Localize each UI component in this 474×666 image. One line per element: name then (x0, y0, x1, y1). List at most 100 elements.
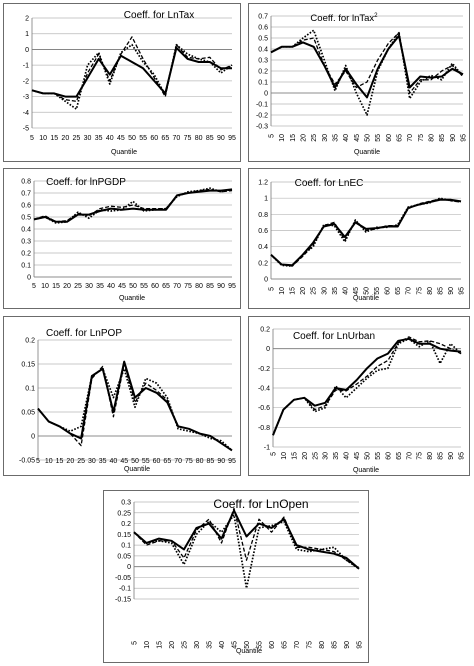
x-tick-label: 15 (291, 452, 298, 460)
series-line-solid (272, 337, 462, 436)
x-tick-label: 55 (374, 287, 381, 295)
series-line-dot (272, 337, 462, 436)
chart-title-text: Coeff. for LnTax (124, 10, 194, 21)
y-tick-label: 0.2 (258, 260, 268, 267)
y-tick-label: 0.8 (21, 179, 31, 186)
y-tick-label: 2 (25, 16, 29, 23)
x-tick-label: 85 (332, 641, 339, 649)
x-tick-label: 75 (418, 134, 425, 142)
x-tick-label: 80 (427, 452, 434, 460)
y-tick-label: 0.4 (258, 244, 268, 251)
x-tick-label: 15 (157, 641, 164, 649)
x-tick-label: 90 (217, 135, 225, 142)
x-tick-label: 90 (450, 134, 457, 142)
x-tick-label: 60 (385, 452, 392, 460)
y-tick-label: 0.4 (21, 227, 31, 234)
x-tick-label: 65 (162, 283, 170, 290)
x-tick-label: 20 (301, 134, 308, 142)
y-tick-label: 0.3 (21, 239, 31, 246)
x-tick-label: 50 (365, 134, 372, 142)
x-tick-label: 35 (333, 134, 340, 142)
x-tick-label: 70 (294, 641, 301, 649)
x-tick-label: 90 (344, 641, 351, 649)
x-tick-label: 50 (131, 458, 139, 465)
series-line-solid (31, 46, 232, 98)
y-tick-label: -4 (23, 110, 29, 117)
x-tick-label: 90 (217, 283, 225, 290)
x-tick-label: 75 (184, 135, 192, 142)
lntax-chart-svg: 210-1-2-3-4-55 10 15 20 25 30 35 40 45 50 55 60 65 70… (23, 10, 236, 156)
x-tick-label: 55 (139, 135, 147, 142)
series-line-solid (37, 360, 233, 452)
x-tick-label: 10 (41, 283, 49, 290)
x-tick-label: 10 (39, 135, 47, 142)
y-tick-label: 0.15 (21, 362, 35, 369)
y-tick-label: -0.8 (258, 425, 270, 432)
x-tick-label: 60 (269, 641, 276, 649)
y-tick-label: 0.2 (260, 327, 270, 334)
x-tick-label: 65 (397, 134, 404, 142)
y-tick-label: 0 (31, 434, 35, 441)
lnurban-chart-svg: 0.2 0 -0.2 -0.4 -0.6 -0.8 -15 10 15 20 25 30 35 40 45 5… (258, 327, 466, 475)
x-tick-label: 85 (439, 134, 446, 142)
x-tick-label: 30 (84, 135, 92, 142)
y-tick-label: 0 (25, 47, 29, 54)
y-tick-label: 0.25 (117, 510, 131, 517)
x-tick-label: 30 (85, 283, 93, 290)
x-tick-label: 95 (459, 287, 466, 295)
series-line-dot (31, 43, 233, 110)
y-tick-label: 0.2 (258, 69, 268, 76)
y-tick-label: 1 (25, 31, 29, 38)
x-tick-label: 25 (182, 641, 189, 649)
y-tick-label: 0.15 (117, 532, 131, 539)
x-tick-label: 65 (396, 452, 403, 460)
y-tick-label: 0.1 (21, 263, 31, 270)
x-tick-label: 10 (279, 287, 286, 295)
x-tick-label: 85 (207, 458, 215, 465)
chart-title: Coeff. for LnEC (295, 178, 364, 189)
x-tick-label: 15 (290, 287, 297, 295)
x-tick-label: 70 (173, 135, 181, 142)
chart-panel-lntax-squared: 0.7 0.6 0.5 0.4 0.3 0.2 0.1 0 -0.1 -0.2 -0.3 5 10 15 2… (248, 3, 470, 162)
y-tick-label: 0 (266, 346, 270, 353)
x-tick-label: 10 (279, 134, 286, 142)
x-tick-label: 15 (52, 283, 60, 290)
x-tick-label: 95 (228, 458, 236, 465)
x-tick-label: 60 (151, 283, 159, 290)
x-tick-label: 40 (106, 135, 114, 142)
x-axis-label: Quantile (119, 295, 145, 302)
y-tick-label: 0 (27, 275, 31, 282)
chart-title-text: Coeff. for LnEC (295, 178, 364, 189)
x-tick-label: 45 (232, 641, 239, 649)
x-tick-label: 35 (99, 458, 107, 465)
y-tick-label: -0.1 (119, 586, 131, 593)
x-axis-label: Quantile (353, 467, 379, 474)
y-tick-label: -1 (264, 445, 270, 452)
y-tick-label: 0.2 (21, 251, 31, 258)
x-tick-label: 90 (448, 287, 455, 295)
x-tick-label: 80 (195, 283, 203, 290)
x-tick-label: 5 (32, 283, 36, 290)
x-tick-label: 55 (257, 641, 264, 649)
series-line-dash (270, 198, 462, 267)
x-tick-label: 55 (375, 452, 382, 460)
y-tick-label: -0.2 (258, 366, 270, 373)
x-tick-label: 95 (459, 452, 466, 460)
y-tick-label: -0.05 (19, 458, 35, 465)
x-tick-label: 80 (427, 287, 434, 295)
chart-title: Coeff. for LnTax (124, 10, 194, 21)
y-tick-label: 0.7 (21, 191, 31, 198)
x-tick-label: 35 (95, 135, 103, 142)
chart-title-text: Coeff. for LnOpen (213, 497, 308, 511)
y-tick-label: -1 (23, 63, 29, 70)
x-axis-label: Quantile (236, 648, 262, 655)
y-tick-label: 0.05 (117, 553, 131, 560)
y-tick-label: 0.6 (258, 228, 268, 235)
x-tick-label: 40 (219, 641, 226, 649)
lnopen-chart-svg: 0.3 0.25 0.2 0.15 0.1 0.05 0 -0.05 -0.1 -0.15 5 10 1… (115, 497, 363, 655)
x-tick-label: 5 (30, 135, 34, 142)
chart-panel-lnpop: 0.2 0.15 0.1 0.05 0 -0.05 5 10 15 20 25 30 35 40 45 50 5… (3, 316, 241, 476)
chart-panel-lnpgdp: 0.8 0.7 0.6 0.5 0.4 0.3 0.2 0.1 0 5 10 15 20 25 30 35 40… (3, 168, 241, 309)
lnpgdp-chart-svg: 0.8 0.7 0.6 0.5 0.4 0.3 0.2 0.1 05 10 15 20 25 30 35 40… (21, 177, 236, 302)
y-tick-label: 0 (264, 277, 268, 284)
